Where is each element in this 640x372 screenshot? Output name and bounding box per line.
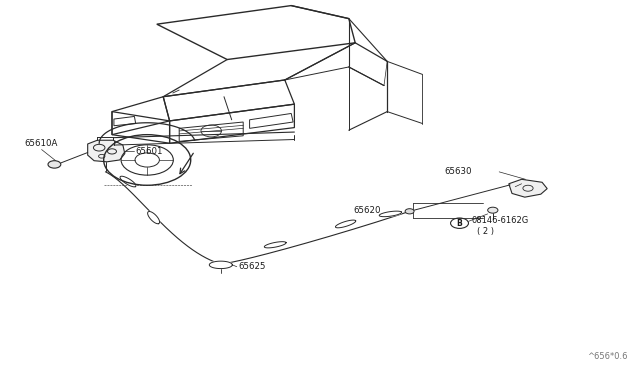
Polygon shape <box>120 176 136 187</box>
Polygon shape <box>335 220 356 228</box>
Text: ( 2 ): ( 2 ) <box>477 227 495 236</box>
Text: ^656*0.6: ^656*0.6 <box>587 352 627 361</box>
Text: 65601: 65601 <box>136 147 163 156</box>
Polygon shape <box>88 140 125 162</box>
Polygon shape <box>209 261 232 269</box>
Text: 08146-6162G: 08146-6162G <box>471 217 528 225</box>
Polygon shape <box>380 211 401 217</box>
Circle shape <box>488 207 498 213</box>
Text: B: B <box>457 219 462 228</box>
Polygon shape <box>509 179 547 197</box>
Circle shape <box>48 161 61 168</box>
Circle shape <box>405 209 414 214</box>
Text: 65620: 65620 <box>353 206 381 215</box>
Text: 65625: 65625 <box>238 262 266 271</box>
Text: 65630: 65630 <box>445 167 472 176</box>
Text: 65610A: 65610A <box>24 139 58 148</box>
Polygon shape <box>264 242 286 248</box>
Polygon shape <box>148 212 159 224</box>
